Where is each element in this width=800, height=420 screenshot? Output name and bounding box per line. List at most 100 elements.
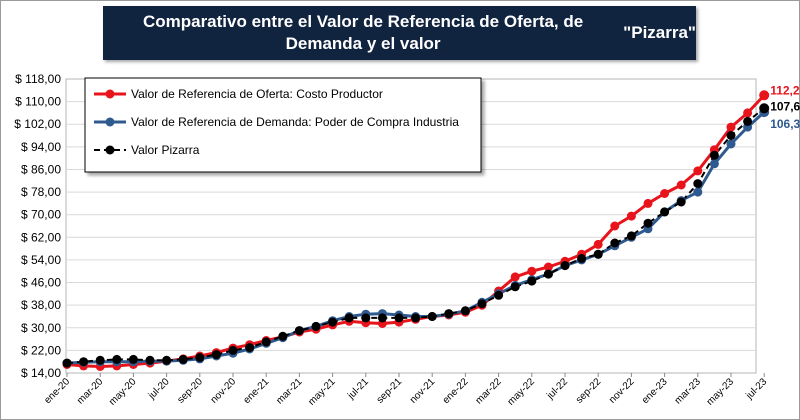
- x-tick-label: ene-20: [42, 376, 72, 406]
- y-tick-label: $ 70,00: [21, 208, 61, 222]
- series-1-point: [593, 239, 603, 249]
- series-1-end-label: 112,25: [770, 83, 800, 97]
- x-tick-label: jul-23: [744, 376, 770, 402]
- y-tick-label: $ 78,00: [21, 185, 61, 199]
- x-tick-label: jul-20: [146, 376, 172, 402]
- x-tick-label: nov-21: [408, 376, 438, 406]
- legend-swatch-marker: [105, 117, 115, 127]
- series-3-point: [643, 218, 653, 228]
- x-tick-label: mar-23: [673, 376, 703, 406]
- series-1-point: [610, 221, 620, 231]
- series-3-point: [394, 313, 404, 323]
- series-3-point: [211, 350, 221, 360]
- series-3-point: [328, 317, 338, 327]
- series-3-point: [693, 179, 703, 189]
- series-3-point: [743, 116, 753, 126]
- series-1-point: [626, 211, 636, 221]
- series-2-point: [726, 139, 736, 149]
- series-1-point: [543, 262, 553, 272]
- x-tick-label: may-21: [306, 376, 338, 408]
- chart-title: Comparativo entre el Valor de Referencia…: [103, 6, 696, 60]
- series-3-point: [577, 254, 587, 263]
- x-tick-label: ene-23: [640, 376, 670, 406]
- legend-swatch-marker: [105, 89, 115, 99]
- x-tick-label: jul-21: [345, 376, 371, 402]
- series-1-point: [743, 108, 753, 118]
- series-3-point: [278, 331, 288, 341]
- y-tick-label: $ 22,00: [21, 343, 61, 357]
- x-tick-label: ene-22: [441, 376, 471, 406]
- x-tick-label: sep-21: [375, 376, 405, 406]
- series-2-end-label: 106,30: [770, 117, 800, 131]
- series-3-point: [112, 354, 122, 364]
- y-tick-label: $ 94,00: [21, 140, 61, 154]
- series-3-point: [79, 357, 89, 367]
- legend-label: Valor de Referencia de Demanda: Poder de…: [131, 115, 459, 129]
- series-3-point: [560, 261, 570, 271]
- series-3-end-label: 107,65: [770, 99, 800, 113]
- series-3-point: [610, 238, 620, 248]
- x-tick-label: nov-20: [209, 376, 239, 406]
- series-3-point: [128, 354, 138, 364]
- series-1-point: [726, 122, 736, 132]
- series-3-point: [726, 131, 736, 140]
- x-tick-label: nov-22: [607, 376, 637, 406]
- series-3-point: [477, 299, 487, 309]
- series-2-point: [693, 187, 703, 197]
- series-3-point: [311, 321, 321, 331]
- series-3-point: [709, 150, 719, 160]
- series-3-point: [444, 309, 454, 319]
- series-3-point: [95, 355, 105, 365]
- series-3-point: [228, 345, 238, 355]
- series-3-point: [759, 103, 770, 114]
- series-1-point: [693, 166, 703, 176]
- series-3-point: [593, 249, 603, 259]
- series-3-point: [162, 355, 172, 365]
- y-tick-label: $ 38,00: [21, 298, 61, 312]
- y-tick-label: $ 102,00: [14, 117, 61, 131]
- y-tick-label: $ 110,00: [15, 95, 61, 109]
- x-tick-label: sep-22: [574, 376, 604, 406]
- legend-label: Valor Pizarra: [131, 143, 200, 157]
- series-1-point: [676, 180, 686, 190]
- series-3-point: [494, 290, 504, 300]
- series-3-point: [543, 269, 553, 279]
- series-3-point: [294, 326, 304, 336]
- series-3-point: [62, 358, 72, 368]
- chart-title-line-1: Comparativo entre el Valor de Referencia…: [142, 12, 584, 53]
- series-3-point: [527, 276, 537, 286]
- x-tick-label: mar-20: [75, 376, 105, 406]
- series-1-point: [510, 272, 520, 282]
- series-3-point: [626, 231, 636, 241]
- y-tick-label: $ 62,00: [21, 230, 61, 244]
- series-3-point: [261, 337, 271, 347]
- legend-box: [84, 77, 482, 173]
- series-3-point: [245, 343, 255, 353]
- x-tick-label: may-23: [705, 376, 737, 408]
- series-3-point: [377, 313, 387, 323]
- series-1-point: [527, 266, 537, 276]
- x-tick-label: jul-22: [544, 376, 570, 402]
- x-tick-label: mar-21: [274, 376, 304, 406]
- series-3-point: [195, 353, 205, 362]
- x-tick-label: sep-20: [176, 376, 206, 406]
- series-2-point: [709, 159, 719, 169]
- x-tick-label: ene-21: [242, 376, 272, 406]
- series-3-point: [510, 282, 520, 292]
- series-3-point: [676, 197, 686, 207]
- legend-swatch-marker: [105, 145, 115, 155]
- legend-label: Valor de Referencia de Oferta: Costo Pro…: [131, 87, 383, 101]
- series-3-point: [178, 354, 188, 364]
- y-tick-label: $ 30,00: [21, 321, 61, 335]
- y-tick-label: $ 54,00: [21, 253, 61, 267]
- y-tick-label: $ 14,00: [21, 366, 61, 380]
- y-tick-label: $ 46,00: [21, 276, 61, 290]
- series-3-point: [361, 313, 371, 323]
- x-tick-label: may-22: [506, 376, 538, 408]
- series-1-point: [643, 198, 653, 208]
- series-3-point: [427, 312, 437, 321]
- x-tick-label: may-20: [107, 376, 139, 408]
- series-3-point: [460, 306, 470, 316]
- series-1-point: [660, 189, 670, 198]
- series-3-point: [411, 313, 421, 323]
